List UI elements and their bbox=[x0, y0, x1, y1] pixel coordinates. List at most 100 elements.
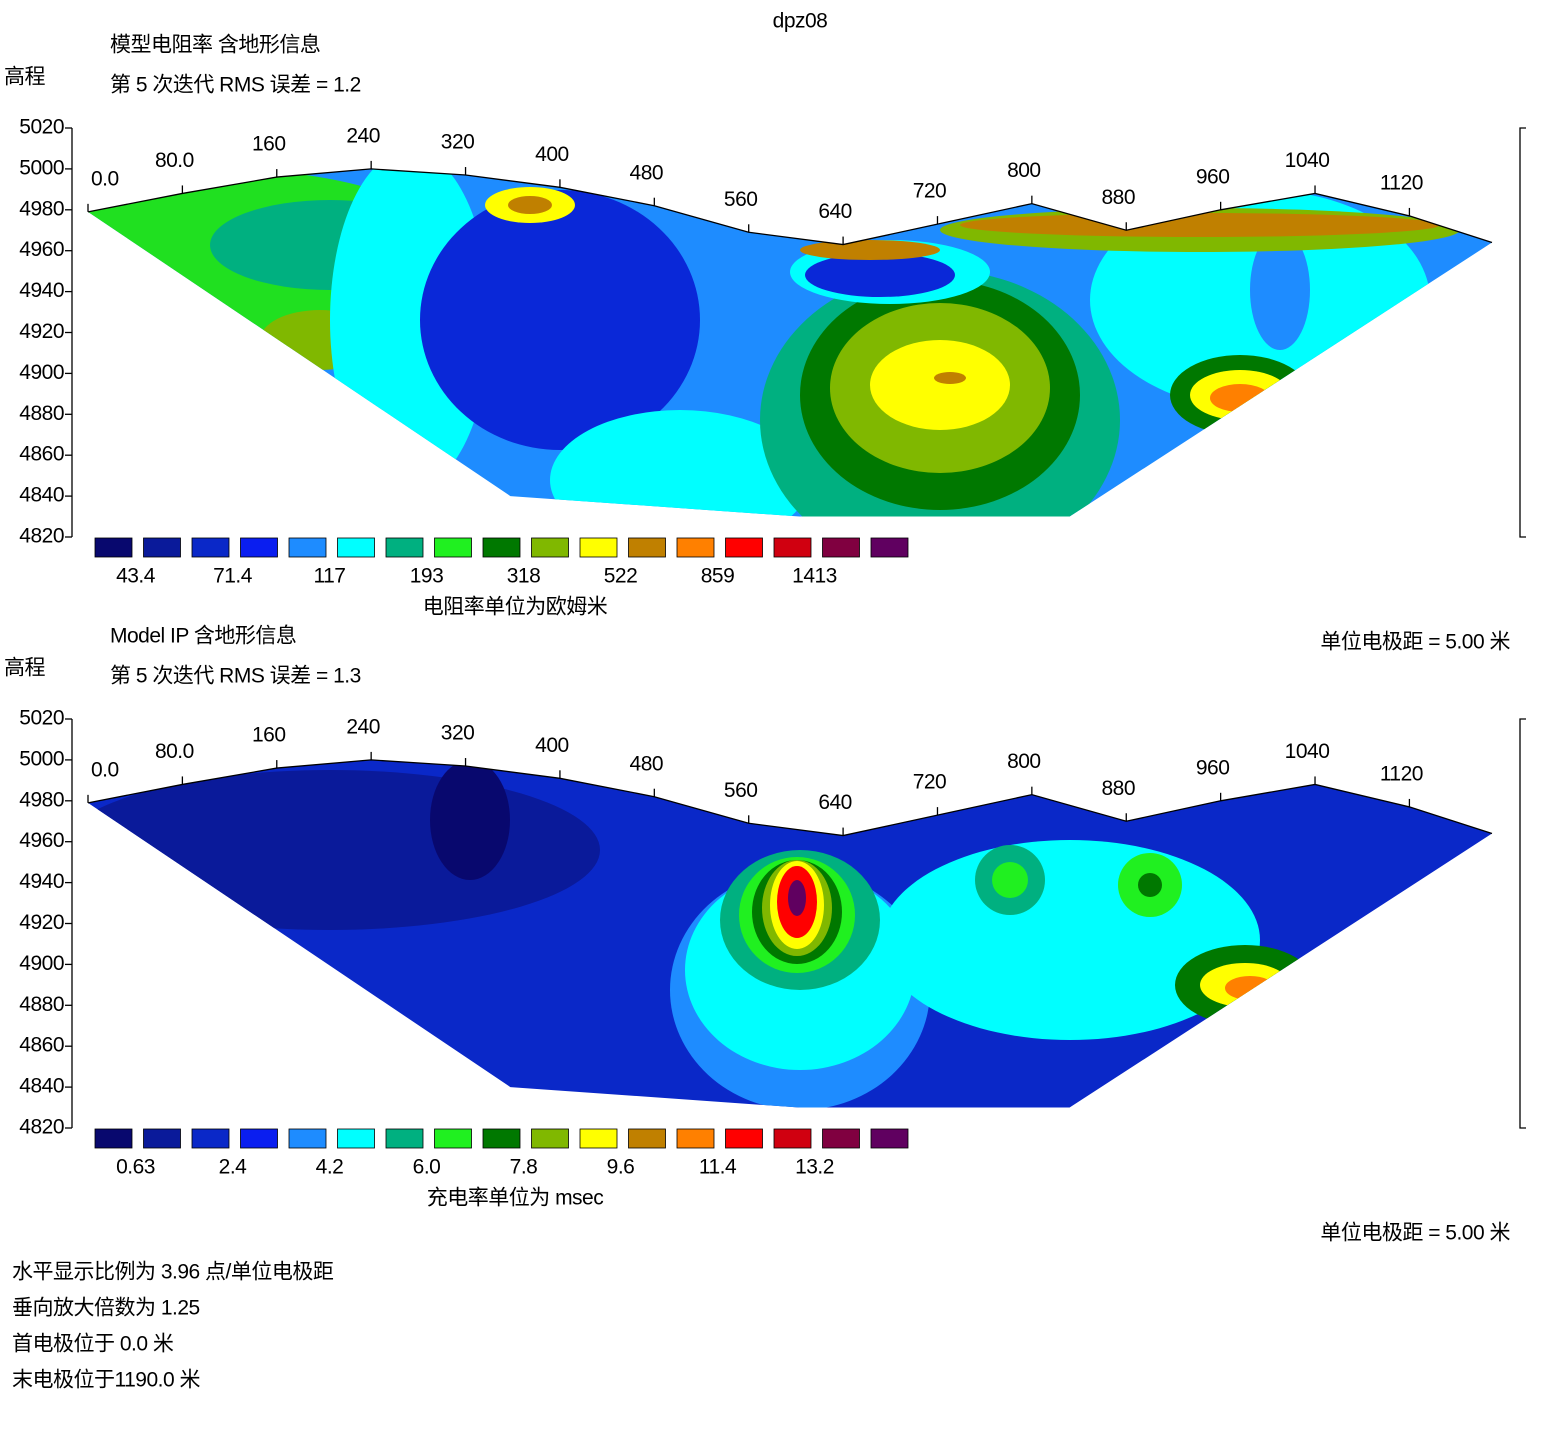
y-tick-label: 5020 bbox=[19, 116, 64, 139]
y-tick-label: 4940 bbox=[19, 870, 64, 893]
legend-label: 117 bbox=[314, 565, 346, 588]
y-tick-label: 4840 bbox=[19, 1075, 64, 1098]
x-tick-label: 480 bbox=[630, 161, 664, 184]
legend-swatch bbox=[725, 1128, 763, 1149]
y-tick-label: 4920 bbox=[19, 911, 64, 934]
zone bbox=[1250, 230, 1310, 350]
y-tick-label: 4900 bbox=[19, 361, 64, 384]
note: 垂向放大倍数为 1.25 bbox=[12, 1297, 200, 1320]
legend-swatch bbox=[725, 537, 763, 558]
zone bbox=[805, 253, 955, 297]
zone bbox=[430, 760, 510, 880]
y-tick-label: 4960 bbox=[19, 238, 64, 261]
note: 水平显示比例为 3.96 点/单位电极距 bbox=[12, 1261, 334, 1284]
surface-line bbox=[87, 168, 1493, 246]
legend-swatch bbox=[385, 1128, 424, 1149]
surface-line bbox=[87, 759, 1493, 837]
note: 末电极位于1190.0 米 bbox=[12, 1369, 201, 1392]
legend-swatch bbox=[822, 537, 860, 558]
zone bbox=[960, 213, 1440, 237]
legend-title: 电阻率单位为欧姆米 bbox=[423, 596, 608, 619]
x-tick-label: 960 bbox=[1196, 165, 1230, 188]
section-field bbox=[88, 168, 1492, 517]
zone bbox=[88, 770, 600, 930]
zone bbox=[992, 862, 1028, 898]
legend-swatch bbox=[434, 537, 472, 558]
x-tick-label: 1040 bbox=[1285, 740, 1330, 763]
legend-swatch bbox=[676, 537, 715, 558]
y-tick-label: 4820 bbox=[19, 1116, 64, 1139]
legend-swatch bbox=[531, 537, 569, 558]
subtitle: Model IP 含地形信息 bbox=[110, 625, 296, 648]
legend-label: 2.4 bbox=[219, 1156, 248, 1179]
figure-title: dpz08 bbox=[773, 10, 828, 33]
x-tick-label: 0.0 bbox=[91, 758, 119, 781]
zone bbox=[1210, 384, 1270, 412]
legend-label: 193 bbox=[410, 565, 444, 588]
legend-swatch bbox=[676, 1128, 715, 1149]
x-tick-label: 960 bbox=[1196, 756, 1230, 779]
y-tick-label: 4860 bbox=[19, 443, 64, 466]
y-tick-label: 4940 bbox=[19, 279, 64, 302]
legend-swatch bbox=[579, 537, 618, 558]
legend-label: 71.4 bbox=[213, 565, 253, 588]
y-tick-label: 4980 bbox=[19, 788, 64, 811]
legend-swatch bbox=[579, 1128, 618, 1149]
x-tick-label: 720 bbox=[913, 180, 947, 203]
legend-swatch bbox=[531, 1128, 569, 1149]
x-tick-label: 640 bbox=[818, 200, 852, 223]
legend-swatch bbox=[288, 537, 327, 558]
legend-label: 11.4 bbox=[699, 1156, 737, 1179]
legend-label: 4.2 bbox=[316, 1156, 344, 1179]
x-tick-label: 880 bbox=[1101, 777, 1135, 800]
legend-label: 13.2 bbox=[795, 1156, 834, 1179]
legend-label: 43.4 bbox=[116, 565, 156, 588]
legend-swatch bbox=[482, 537, 521, 558]
right-axis bbox=[1519, 718, 1526, 1129]
zone bbox=[420, 190, 700, 450]
y-tick-label: 4880 bbox=[19, 993, 64, 1016]
zone bbox=[1138, 873, 1162, 897]
x-tick-label: 400 bbox=[535, 143, 569, 166]
legend-swatch bbox=[143, 1128, 181, 1149]
legend-label: 9.6 bbox=[607, 1156, 635, 1179]
legend-swatch bbox=[288, 1128, 327, 1149]
x-tick-label: 1040 bbox=[1285, 149, 1330, 172]
legend-label: 522 bbox=[604, 565, 638, 588]
x-tick-label: 0.0 bbox=[91, 167, 119, 190]
electrode-spacing: 单位电极距 = 5.00 米 bbox=[1320, 1222, 1510, 1245]
zone bbox=[934, 372, 966, 384]
legend-swatch bbox=[628, 1128, 666, 1149]
legend-label: 7.8 bbox=[510, 1156, 538, 1179]
legend-label: 859 bbox=[701, 565, 735, 588]
x-tick-label: 480 bbox=[630, 752, 664, 775]
legend-swatch bbox=[822, 1128, 860, 1149]
legend-swatch bbox=[240, 537, 278, 558]
legend-swatch bbox=[870, 1128, 909, 1149]
legend-swatch bbox=[337, 1128, 375, 1149]
x-tick-label: 80.0 bbox=[155, 740, 194, 763]
x-tick-label: 240 bbox=[346, 715, 380, 738]
legend-swatch bbox=[773, 1128, 812, 1149]
x-tick-label: 800 bbox=[1007, 750, 1041, 773]
x-tick-label: 320 bbox=[441, 131, 475, 154]
legend-swatch bbox=[337, 537, 375, 558]
y-tick-label: 4920 bbox=[19, 320, 64, 343]
y-axis-label: 高程 bbox=[4, 657, 45, 680]
y-tick-label: 4960 bbox=[19, 829, 64, 852]
legend-label: 1413 bbox=[792, 565, 837, 588]
zone bbox=[870, 340, 1010, 430]
legend-swatch bbox=[94, 537, 133, 558]
x-tick-label: 720 bbox=[913, 771, 947, 794]
subtitle: 第 5 次迭代 RMS 误差 = 1.3 bbox=[110, 665, 361, 688]
right-axis bbox=[1519, 127, 1526, 538]
zone bbox=[788, 880, 806, 916]
legend-swatch bbox=[191, 537, 230, 558]
y-tick-label: 5000 bbox=[19, 747, 64, 770]
x-tick-label: 160 bbox=[252, 133, 286, 156]
y-tick-label: 4820 bbox=[19, 525, 64, 548]
legend-swatch bbox=[240, 1128, 278, 1149]
zone bbox=[1225, 976, 1275, 1000]
zone bbox=[800, 240, 940, 260]
